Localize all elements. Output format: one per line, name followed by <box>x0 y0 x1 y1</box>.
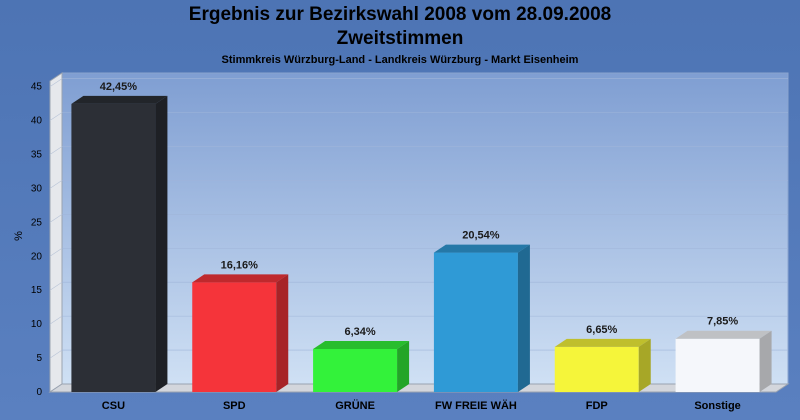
category-label: Sonstige <box>694 400 740 412</box>
bar-fdp <box>554 338 651 392</box>
y-axis-label: % <box>13 231 25 241</box>
bar-front <box>71 103 156 393</box>
category-label: GRÜNE <box>335 399 375 412</box>
value-label: 16,16% <box>221 259 259 271</box>
bar-top <box>675 330 772 339</box>
bar-side <box>397 340 410 392</box>
bar-top <box>554 338 651 347</box>
bar-sonstige <box>675 330 772 392</box>
bar-side <box>155 95 168 393</box>
y-tick-label: 20 <box>31 251 43 262</box>
bar-top <box>71 95 168 104</box>
y-tick-label: 15 <box>31 285 43 296</box>
bar-csu <box>71 95 168 393</box>
value-label: 42,45% <box>100 81 138 93</box>
category-label: CSU <box>102 400 125 412</box>
gridline <box>49 248 63 257</box>
plot-side-wall <box>49 72 63 393</box>
bar-top <box>192 274 289 283</box>
bar-top <box>313 340 410 349</box>
gridline <box>49 78 63 87</box>
bar-spd <box>192 274 289 392</box>
bar-grüne <box>313 340 410 392</box>
category-label: FW FREIE WÄH <box>435 399 517 412</box>
bar-side <box>759 330 772 392</box>
category-label: FDP <box>586 400 608 412</box>
gridline <box>49 315 63 325</box>
plot-background <box>61 72 789 385</box>
y-tick-label: 5 <box>36 353 42 364</box>
value-label: 7,85% <box>707 316 738 328</box>
bar-fw-freie-wäh <box>433 244 530 392</box>
chart-title: Ergebnis zur Bezirkswahl 2008 vom 28.09.… <box>188 4 612 25</box>
y-tick-label: 25 <box>31 217 43 228</box>
gridline <box>49 180 63 189</box>
value-label: 20,54% <box>462 230 500 242</box>
bar-top <box>433 244 530 253</box>
chart-title-line2: Zweitstimmen <box>336 28 464 49</box>
gridline <box>49 146 63 155</box>
bar-front <box>433 252 518 392</box>
y-tick-label: 40 <box>31 116 43 127</box>
bar-side <box>517 244 530 392</box>
gridline <box>49 349 63 359</box>
bar-side <box>276 274 289 392</box>
y-tick-label: 0 <box>36 387 42 398</box>
y-tick-label: 45 <box>31 82 43 93</box>
gridline <box>49 214 63 223</box>
y-tick-label: 30 <box>31 183 43 194</box>
y-tick-label: 35 <box>31 149 43 160</box>
bar-front <box>192 282 277 392</box>
gridline <box>49 112 63 121</box>
y-tick-label: 10 <box>31 319 43 330</box>
chart-subtitle: Stimmkreis Würzburg-Land - Landkreis Wür… <box>221 54 579 66</box>
value-label: 6,34% <box>344 326 375 338</box>
value-label: 6,65% <box>586 324 617 336</box>
bar-front <box>675 338 760 392</box>
bar-front <box>554 346 639 392</box>
bar-front <box>313 348 398 392</box>
category-label: SPD <box>223 400 246 412</box>
gridline <box>49 281 63 291</box>
bar-side <box>638 338 651 392</box>
